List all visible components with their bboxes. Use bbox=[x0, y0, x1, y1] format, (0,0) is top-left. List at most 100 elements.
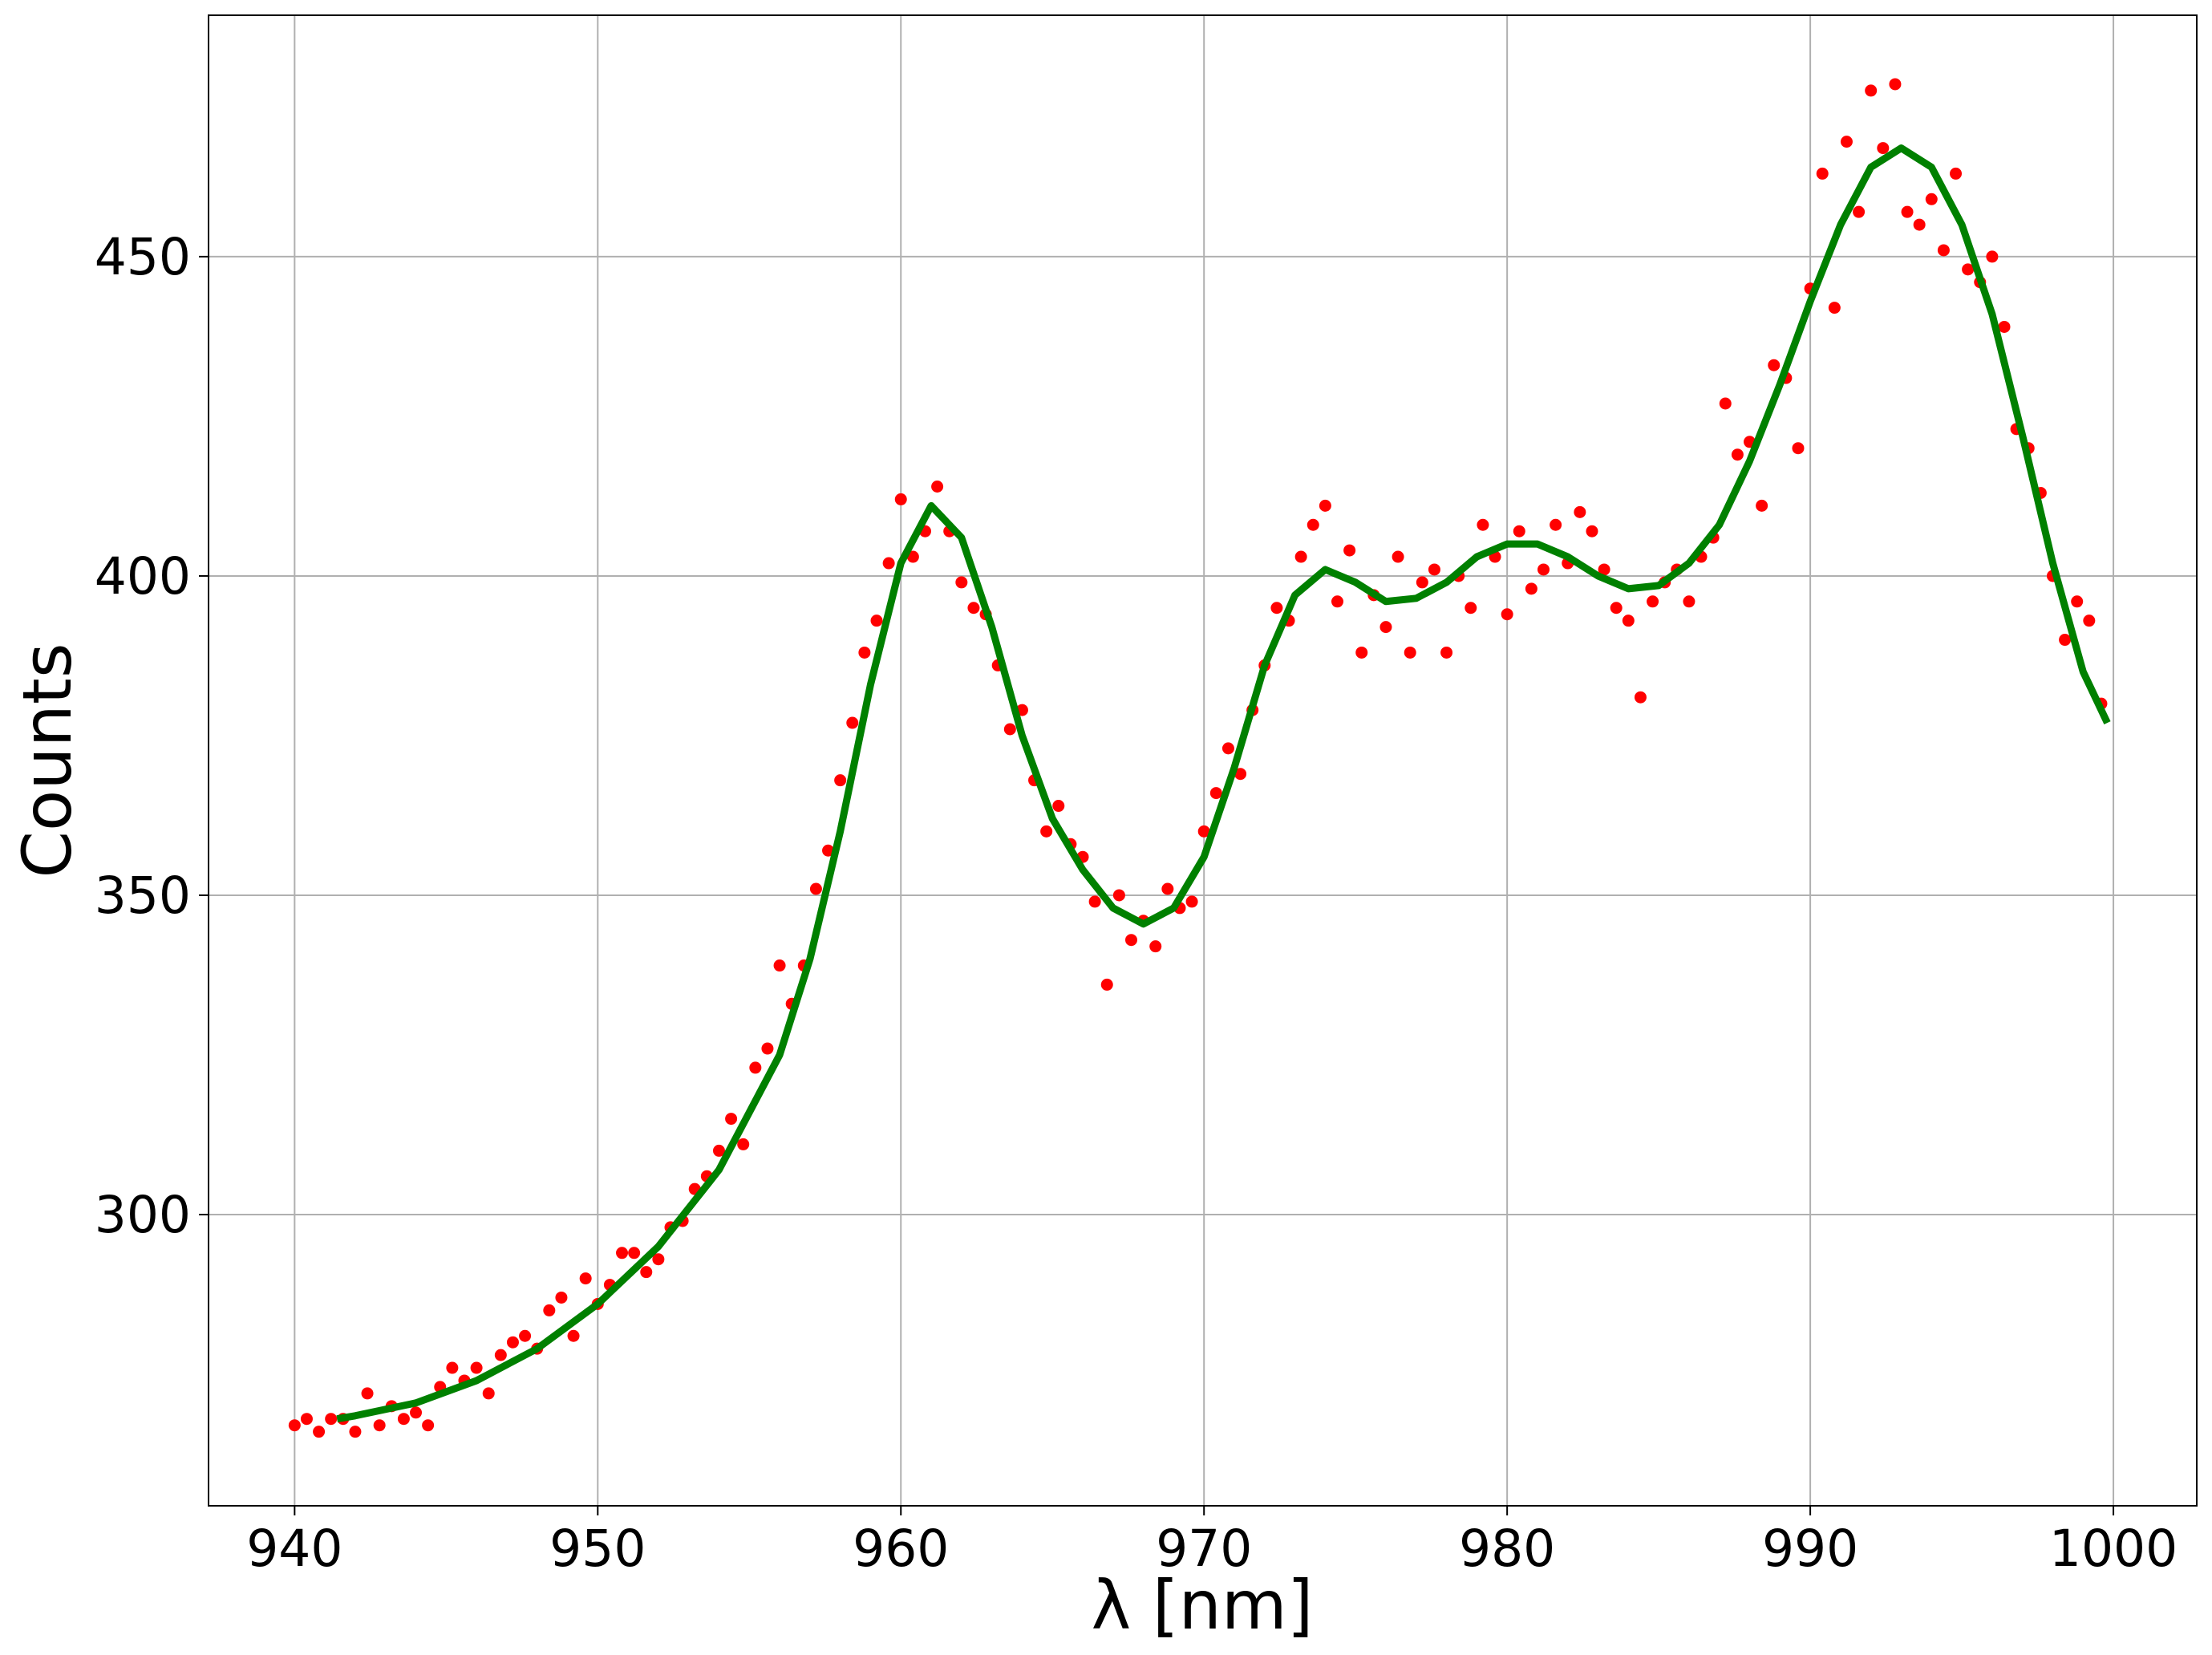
data-point bbox=[1149, 940, 1162, 953]
data-point bbox=[1816, 167, 1829, 180]
data-point bbox=[494, 1349, 507, 1361]
data-point bbox=[1998, 320, 2011, 333]
data-point bbox=[1828, 302, 1841, 314]
data-point bbox=[1343, 544, 1356, 557]
data-point bbox=[725, 1113, 738, 1126]
data-point bbox=[1307, 518, 1319, 531]
data-point bbox=[834, 774, 847, 787]
data-point bbox=[616, 1247, 629, 1260]
data-point bbox=[1003, 723, 1016, 736]
data-point bbox=[1501, 608, 1513, 621]
data-point bbox=[1100, 978, 1113, 991]
data-point bbox=[761, 1042, 774, 1055]
data-point bbox=[1040, 825, 1053, 838]
data-point bbox=[325, 1413, 338, 1426]
y-axis-label: Counts bbox=[8, 643, 87, 878]
data-point bbox=[1719, 397, 1732, 410]
data-point bbox=[543, 1304, 556, 1316]
axes-frame bbox=[208, 14, 2198, 1507]
data-point bbox=[313, 1426, 326, 1438]
data-point bbox=[870, 615, 883, 627]
data-point bbox=[1331, 595, 1344, 608]
data-point bbox=[1986, 250, 1999, 263]
data-point bbox=[1477, 518, 1489, 531]
data-point bbox=[1185, 895, 1198, 908]
data-point bbox=[1392, 550, 1404, 563]
plot-area bbox=[288, 78, 2111, 1438]
data-point bbox=[1937, 244, 1950, 257]
data-point bbox=[567, 1329, 580, 1342]
data-point bbox=[1574, 505, 1586, 518]
fit-line bbox=[336, 144, 2111, 1423]
x-tick-label: 970 bbox=[1156, 1519, 1252, 1578]
data-point bbox=[1877, 142, 1890, 155]
data-point bbox=[1209, 787, 1222, 800]
data-point bbox=[1294, 550, 1307, 563]
x-tick-label: 990 bbox=[1762, 1519, 1858, 1578]
data-point bbox=[446, 1361, 459, 1374]
data-point bbox=[906, 550, 919, 563]
data-point bbox=[640, 1266, 653, 1279]
data-point bbox=[2083, 615, 2096, 627]
y-tick-label: 400 bbox=[95, 547, 191, 606]
data-point bbox=[1428, 563, 1440, 576]
data-point bbox=[1404, 646, 1416, 659]
data-point bbox=[1610, 602, 1623, 615]
data-point bbox=[1221, 742, 1234, 755]
data-point bbox=[1768, 359, 1781, 371]
data-point bbox=[1853, 205, 1866, 218]
data-point bbox=[967, 602, 980, 615]
data-point bbox=[288, 1419, 301, 1432]
data-point bbox=[519, 1329, 532, 1342]
data-point bbox=[1901, 205, 1914, 218]
data-point bbox=[349, 1426, 362, 1438]
data-point bbox=[373, 1419, 386, 1432]
data-point bbox=[1622, 615, 1635, 627]
data-point bbox=[410, 1406, 423, 1419]
x-tick-label: 940 bbox=[246, 1519, 342, 1578]
data-point bbox=[1537, 563, 1550, 576]
data-point bbox=[1379, 621, 1392, 634]
data-point bbox=[737, 1138, 750, 1150]
data-point bbox=[1950, 167, 1963, 180]
data-point bbox=[1598, 563, 1610, 576]
data-point bbox=[1525, 582, 1537, 595]
y-tick-label: 450 bbox=[95, 228, 191, 286]
data-point bbox=[1161, 882, 1174, 895]
data-point bbox=[652, 1253, 665, 1266]
x-tick-label: 950 bbox=[549, 1519, 646, 1578]
data-point bbox=[858, 646, 871, 659]
data-point bbox=[1513, 525, 1525, 537]
data-point bbox=[822, 844, 835, 857]
data-point bbox=[506, 1336, 519, 1349]
data-point bbox=[1112, 889, 1125, 902]
data-point bbox=[1756, 499, 1768, 512]
data-point bbox=[1088, 895, 1101, 908]
y-tick-label: 350 bbox=[95, 866, 191, 925]
data-point bbox=[2059, 634, 2072, 647]
data-point bbox=[1440, 646, 1453, 659]
data-point bbox=[1319, 499, 1331, 512]
x-axis-label: λ [nm] bbox=[1091, 1566, 1313, 1645]
data-point bbox=[397, 1413, 410, 1426]
data-point bbox=[1962, 263, 1975, 276]
data-point bbox=[773, 959, 786, 972]
data-point bbox=[1416, 576, 1428, 589]
y-tick-label: 300 bbox=[95, 1186, 191, 1244]
data-point bbox=[1550, 518, 1562, 531]
data-point bbox=[1925, 193, 1938, 205]
x-tick-label: 960 bbox=[853, 1519, 949, 1578]
data-point bbox=[1840, 136, 1853, 148]
data-point bbox=[482, 1387, 495, 1400]
data-point bbox=[555, 1291, 568, 1304]
x-tick-label: 980 bbox=[1459, 1519, 1555, 1578]
data-point bbox=[300, 1413, 313, 1426]
data-point bbox=[470, 1361, 483, 1374]
data-point bbox=[1124, 934, 1137, 947]
data-point bbox=[809, 882, 822, 895]
ticks: 940 950 960 970 980 990 1000 300 350 400 450 bbox=[95, 228, 2178, 1578]
data-point bbox=[749, 1061, 762, 1074]
data-point bbox=[1683, 595, 1695, 608]
